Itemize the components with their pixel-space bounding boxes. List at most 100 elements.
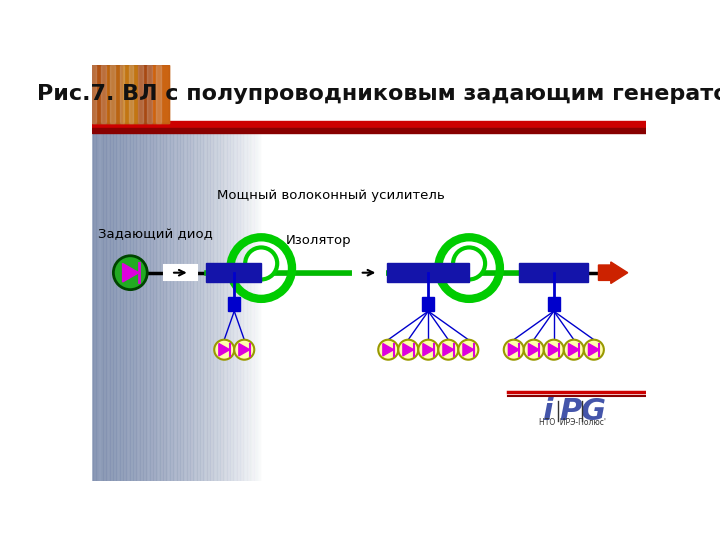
Polygon shape: [528, 343, 539, 356]
Circle shape: [378, 340, 398, 360]
Bar: [173, 123, 174, 481]
Text: Задающий диод: Задающий диод: [97, 228, 212, 241]
Bar: [134, 123, 135, 481]
Bar: [256, 123, 257, 481]
Bar: [252, 123, 253, 481]
Bar: [92, 65, 168, 123]
Bar: [131, 123, 132, 481]
Bar: [241, 123, 242, 481]
Bar: [161, 123, 162, 481]
Bar: [233, 123, 234, 481]
Bar: [182, 123, 183, 481]
Bar: [187, 123, 188, 481]
Polygon shape: [423, 343, 433, 356]
Bar: [132, 123, 133, 481]
Bar: [92, 65, 168, 123]
Circle shape: [438, 340, 459, 360]
Bar: [108, 123, 109, 481]
Bar: [240, 123, 241, 481]
Bar: [138, 123, 139, 481]
Bar: [206, 123, 207, 481]
Bar: [152, 123, 153, 481]
FancyArrow shape: [598, 262, 628, 284]
Bar: [220, 123, 221, 481]
Bar: [202, 123, 203, 481]
Bar: [110, 123, 111, 481]
Circle shape: [504, 340, 523, 360]
Bar: [95, 123, 96, 481]
Bar: [94, 123, 95, 481]
Bar: [127, 123, 128, 481]
Bar: [232, 123, 233, 481]
Bar: [189, 123, 190, 481]
Bar: [192, 123, 193, 481]
Bar: [243, 123, 244, 481]
Bar: [153, 123, 154, 481]
Polygon shape: [403, 343, 414, 356]
Polygon shape: [239, 343, 250, 356]
Bar: [203, 123, 204, 481]
Bar: [129, 123, 130, 481]
Bar: [165, 123, 166, 481]
Bar: [144, 123, 145, 481]
Bar: [112, 123, 113, 481]
Text: Рис.7. ВЛ с полупроводниковым задающим генератором: Рис.7. ВЛ с полупроводниковым задающим г…: [37, 84, 720, 104]
Bar: [179, 123, 180, 481]
Bar: [519, 264, 588, 282]
Bar: [98, 123, 99, 481]
Bar: [260, 123, 261, 481]
Bar: [162, 123, 163, 481]
Circle shape: [453, 247, 485, 280]
Bar: [207, 123, 208, 481]
Bar: [183, 123, 184, 481]
Bar: [194, 123, 195, 481]
Polygon shape: [443, 343, 454, 356]
Circle shape: [459, 340, 478, 360]
Bar: [221, 123, 222, 481]
Bar: [234, 123, 235, 481]
Bar: [110, 65, 115, 123]
Polygon shape: [588, 343, 599, 356]
Bar: [139, 123, 140, 481]
Bar: [548, 298, 560, 311]
Bar: [92, 65, 647, 123]
Bar: [126, 123, 127, 481]
Bar: [180, 123, 181, 481]
Bar: [253, 123, 254, 481]
Bar: [154, 123, 155, 481]
Bar: [246, 123, 248, 481]
Bar: [151, 123, 152, 481]
Bar: [143, 123, 144, 481]
Polygon shape: [568, 343, 579, 356]
Bar: [175, 123, 176, 481]
Bar: [97, 123, 98, 481]
Bar: [124, 123, 125, 481]
Bar: [92, 121, 647, 128]
Bar: [196, 123, 197, 481]
Bar: [228, 123, 229, 481]
Bar: [212, 123, 213, 481]
Bar: [105, 123, 106, 481]
Polygon shape: [463, 343, 474, 356]
Bar: [145, 123, 146, 481]
Bar: [208, 123, 209, 481]
Text: Мощный волоконный усилитель: Мощный волоконный усилитель: [217, 189, 444, 202]
Bar: [92, 65, 107, 123]
Bar: [157, 123, 158, 481]
Bar: [166, 123, 167, 481]
Bar: [228, 298, 240, 311]
Bar: [198, 123, 199, 481]
Bar: [160, 123, 161, 481]
Bar: [224, 123, 225, 481]
Circle shape: [215, 340, 234, 360]
Bar: [92, 128, 647, 132]
Bar: [250, 123, 251, 481]
Bar: [251, 123, 252, 481]
Bar: [92, 65, 96, 123]
Bar: [106, 123, 107, 481]
Bar: [186, 123, 187, 481]
Bar: [129, 65, 133, 123]
Bar: [142, 123, 143, 481]
Bar: [199, 123, 200, 481]
Bar: [164, 265, 197, 280]
